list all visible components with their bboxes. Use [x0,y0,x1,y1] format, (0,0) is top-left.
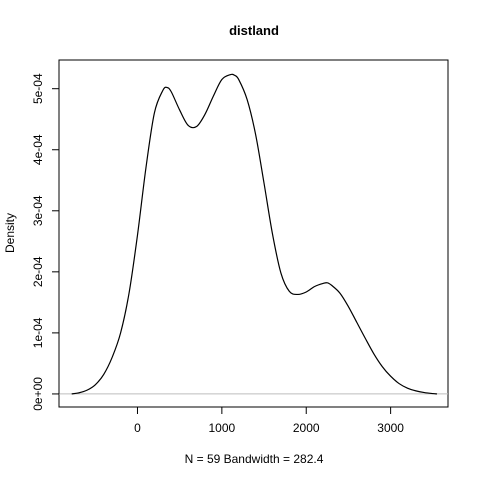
x-tick-label: 1000 [209,421,236,435]
y-tick-label: 1e-04 [31,317,45,348]
y-tick-label: 0e+00 [31,377,45,411]
y-axis-label: Density [3,213,17,253]
y-axis: 0e+00 1e-04 2e-04 3e-04 4e-04 5e-04 [31,73,60,411]
x-axis: 0 1000 2000 3000 [134,406,404,435]
x-axis-label: N = 59 Bandwidth = 282.4 [185,452,324,466]
y-tick-label: 5e-04 [31,73,45,104]
x-tick-label: 3000 [377,421,404,435]
y-tick-label: 3e-04 [31,195,45,226]
plot-frame [58,59,449,408]
chart-title: distland [229,23,279,38]
x-tick-label: 0 [134,421,141,435]
x-tick-label: 2000 [293,421,320,435]
y-tick-label: 2e-04 [31,256,45,287]
density-curve [71,73,438,395]
y-tick-label: 4e-04 [31,134,45,165]
